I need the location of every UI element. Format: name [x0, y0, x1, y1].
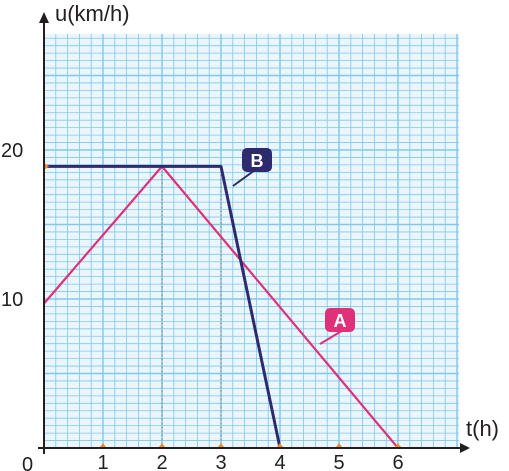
x-tick-label: 4: [274, 452, 285, 471]
x-tick-marker: [100, 443, 106, 447]
tick-labels: 1 2 3 4 5 6 10 20: [1, 140, 404, 471]
x-tick-label: 1: [97, 452, 108, 471]
series-label-badge-A: [325, 308, 355, 332]
y-tick-marker: [45, 163, 49, 170]
x-tick-label: 6: [392, 452, 403, 471]
x-axis-label: t(h): [466, 416, 499, 441]
y-tick-label: 20: [1, 140, 23, 162]
y-tick-label: 10: [1, 289, 23, 311]
origin-label: 0: [22, 454, 33, 471]
series-label-badge-B: [242, 148, 272, 172]
x-tick-marker: [277, 443, 283, 447]
plot-area: [44, 34, 459, 448]
y-axis-label: u(km/h): [55, 1, 130, 26]
x-tick-label: 2: [156, 452, 167, 471]
x-tick-marker: [159, 443, 165, 447]
x-tick-marker: [395, 443, 401, 447]
x-tick-label: 3: [215, 452, 226, 471]
x-tick-marker: [336, 443, 342, 447]
guide-lines: [161, 166, 222, 448]
axes: [38, 12, 470, 454]
series-line-B: [44, 164, 282, 449]
x-tick-marker: [218, 443, 224, 447]
series-label-A: A: [334, 311, 347, 331]
series-label-leader-B: [232, 169, 256, 187]
y-axis-arrow: [39, 12, 49, 23]
series-label-B: B: [251, 151, 264, 171]
tick-markers: [45, 163, 401, 447]
series-labels: AB: [232, 148, 355, 345]
x-axis-arrow: [460, 443, 470, 453]
series-lines: [43, 164, 399, 449]
x-tick-label: 5: [333, 452, 344, 471]
